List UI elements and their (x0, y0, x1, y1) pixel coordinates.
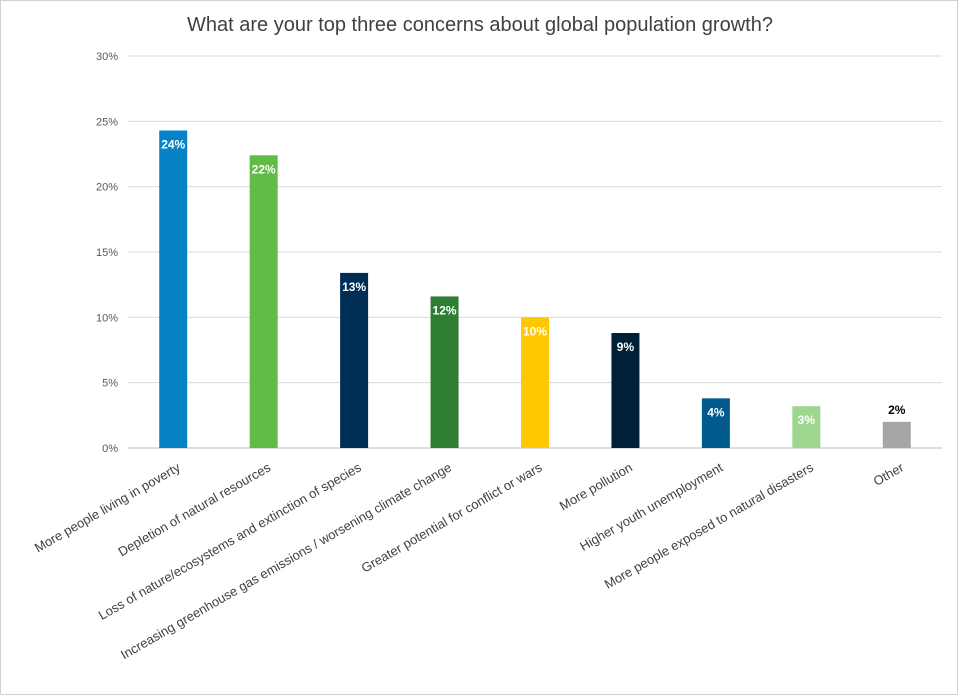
x-tick-label: Greater potential for conflict or wars (359, 459, 545, 575)
y-tick-label: 30% (96, 51, 118, 63)
y-tick-label: 10% (96, 312, 118, 324)
y-tick-label: 5% (102, 378, 118, 390)
bar (792, 406, 821, 448)
x-tick-label: More pollution (557, 460, 635, 514)
data-label: 4% (707, 405, 725, 419)
bars (159, 130, 911, 449)
y-axis: 0% 5% 10% 15% 20% 25% 30% (96, 51, 118, 455)
x-tick-label: Higher youth unemployment (577, 459, 726, 553)
x-tick-label: Increasing greenhouse gas emissions / wo… (118, 460, 454, 663)
data-label: 12% (433, 303, 457, 317)
data-label: 13% (342, 280, 366, 294)
y-tick-label: 20% (96, 182, 118, 194)
data-label: 24% (161, 137, 185, 151)
x-tick-label: Depletion of natural resources (115, 459, 273, 559)
data-label: 9% (617, 340, 635, 354)
bar (340, 272, 369, 448)
data-label: 3% (798, 413, 816, 427)
bar (521, 317, 549, 448)
data-labels: 24% 22% 13% 12% 10% 9% 4% 3% 2% (161, 137, 906, 427)
y-tick-label: 0% (102, 443, 118, 455)
chart-title: What are your top three concerns about g… (187, 14, 773, 36)
x-tick-label: Other (871, 459, 907, 489)
y-tick-label: 15% (96, 247, 118, 259)
x-tick-label: More people living in poverty (32, 459, 183, 555)
bar (882, 421, 911, 448)
data-label: 2% (888, 403, 906, 417)
bar (159, 130, 188, 449)
y-tick-label: 25% (96, 116, 118, 128)
bar (701, 398, 730, 448)
data-label: 22% (252, 162, 276, 176)
bar (430, 296, 459, 448)
data-label: 10% (523, 324, 547, 338)
bar (611, 333, 640, 448)
bar (249, 155, 278, 448)
